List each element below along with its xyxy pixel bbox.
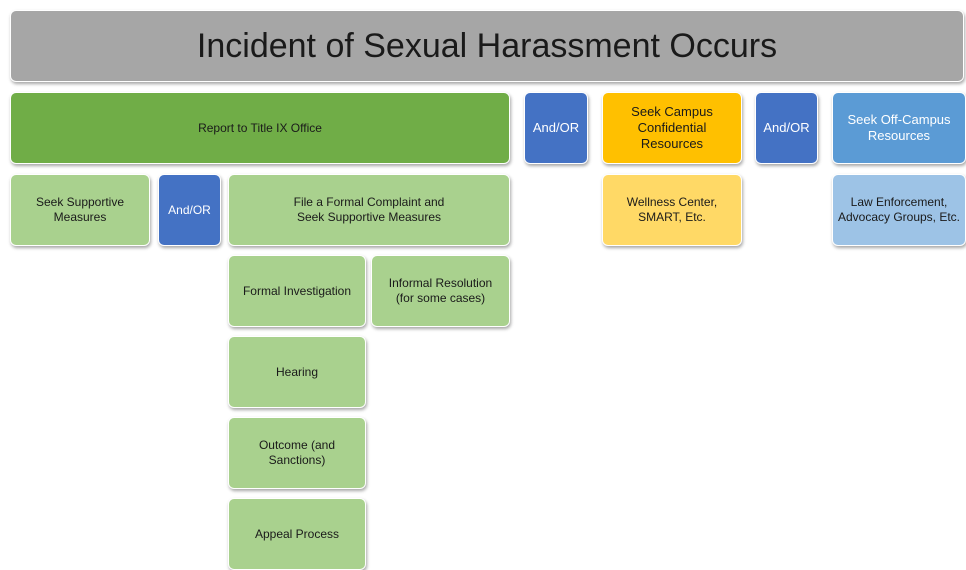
node: Seek Off-Campus Resources: [832, 92, 966, 164]
node: Seek Campus Confidential Resources: [602, 92, 742, 164]
node: Formal Investigation: [228, 255, 366, 327]
node: Informal Resolution (for some cases): [371, 255, 510, 327]
node: Hearing: [228, 336, 366, 408]
node: Report to Title IX Office: [10, 92, 510, 164]
node: Outcome (and Sanctions): [228, 417, 366, 489]
node: File a Formal Complaint and Seek Support…: [228, 174, 510, 246]
node: Appeal Process: [228, 498, 366, 570]
title-bar: Incident of Sexual Harassment Occurs: [10, 10, 964, 82]
connector: And/OR: [524, 92, 588, 164]
node: Law Enforcement, Advocacy Groups, Etc.: [832, 174, 966, 246]
node: Wellness Center, SMART, Etc.: [602, 174, 742, 246]
connector: And/OR: [158, 174, 221, 246]
node: Seek Supportive Measures: [10, 174, 150, 246]
connector: And/OR: [755, 92, 818, 164]
